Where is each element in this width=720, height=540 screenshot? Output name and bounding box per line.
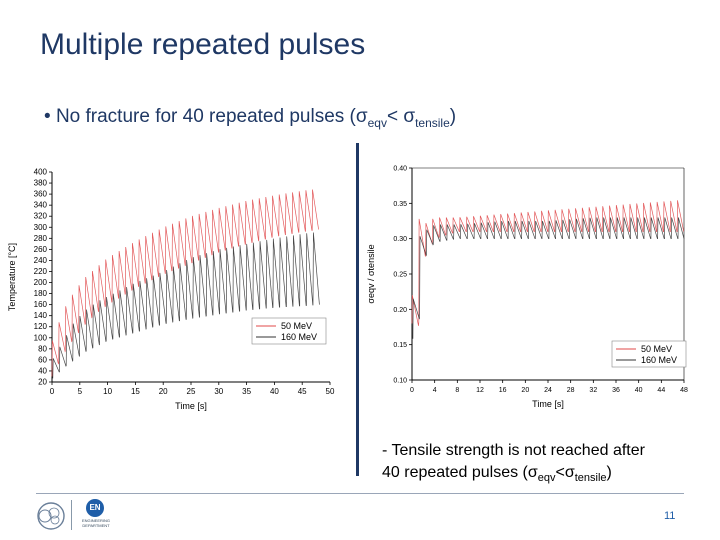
page-number: 11	[664, 510, 676, 522]
note-line-2: 40 repeated pulses (σeqv<σtensile)	[382, 464, 612, 485]
legend-box	[611, 340, 687, 368]
x-tick-label: 20	[521, 387, 529, 394]
en-department-logo: EN ENGINEERING DEPARTMENT	[79, 499, 113, 535]
y-tick-label: 120	[34, 322, 48, 331]
y-tick-label: 240	[34, 256, 48, 265]
bullet-text: No fracture for 40 repeated pulses (σ	[55, 106, 368, 127]
y-tick-label: 280	[34, 234, 48, 243]
note-mid: <σ	[555, 464, 575, 481]
x-tick-label: 24	[544, 387, 552, 394]
x-tick-label: 35	[242, 387, 251, 396]
vertical-divider	[356, 143, 359, 476]
legend-label: 50 MeV	[641, 344, 672, 354]
bullet-mid: < σ	[386, 106, 416, 127]
note-sub-eqv: eqv	[537, 472, 556, 485]
y-tick-label: 0.25	[393, 272, 407, 279]
y-tick-label: 0.35	[393, 201, 407, 208]
x-tick-label: 40	[270, 387, 279, 396]
x-tick-label: 32	[589, 387, 597, 394]
y-tick-label: 0.20	[393, 307, 407, 314]
x-tick-label: 44	[657, 387, 665, 394]
x-tick-label: 10	[103, 387, 112, 396]
bullet-marker: •	[44, 106, 51, 127]
y-tick-label: 340	[34, 201, 48, 210]
x-tick-label: 0	[410, 387, 414, 394]
x-tick-label: 16	[499, 387, 507, 394]
y-tick-label: 200	[34, 278, 48, 287]
series-line-160-mev	[412, 217, 685, 339]
slide-title: Multiple repeated pulses	[40, 28, 366, 61]
en-badge-icon: EN	[86, 499, 104, 517]
y-axis-label: Temperature [°C]	[7, 243, 17, 311]
y-tick-label: 380	[34, 179, 48, 188]
x-tick-label: 50	[326, 387, 335, 396]
y-tick-label: 160	[34, 300, 48, 309]
bullet-end: )	[449, 106, 457, 127]
series-line-160-mev	[52, 232, 320, 379]
x-tick-label: 5	[78, 387, 83, 396]
series-line-50-mev	[411, 200, 685, 326]
x-tick-label: 36	[612, 387, 620, 394]
y-axis-label: σeqv / σtensile	[366, 244, 376, 303]
bullet-sub-eqv: eqv	[367, 115, 387, 130]
x-axis-label: Time [s]	[532, 399, 564, 409]
logo-separator	[71, 500, 72, 530]
conclusion-note: - Tensile strength is not reached after …	[382, 440, 645, 489]
legend-box	[251, 317, 327, 345]
note-end: )	[606, 464, 612, 481]
x-tick-label: 48	[680, 387, 688, 394]
stress-ratio-chart: 0.100.150.200.250.300.350.400 4 8 12 16 20 24 2…	[366, 166, 688, 410]
en-logo-text: ENGINEERING DEPARTMENT	[81, 518, 110, 528]
series-line-50-mev	[51, 189, 319, 377]
x-tick-label: 8	[455, 387, 459, 394]
y-tick-label: 80	[38, 344, 47, 353]
legend-label: 50 MeV	[281, 321, 312, 331]
y-tick-label: 0.15	[393, 342, 407, 349]
x-tick-label: 25	[187, 387, 196, 396]
note-line-1: - Tensile strength is not reached after	[382, 442, 645, 459]
y-tick-label: 140	[34, 311, 48, 320]
y-tick-label: 0.30	[393, 236, 407, 243]
x-tick-label: 40	[635, 387, 643, 394]
y-tick-label: 400	[34, 168, 48, 177]
x-tick-label: 30	[214, 387, 223, 396]
y-tick-label: 40	[38, 366, 47, 375]
x-tick-label: 12	[476, 387, 484, 394]
y-tick-label: 0.10	[393, 378, 407, 385]
x-tick-label: 28	[567, 387, 575, 394]
cern-logo-icon	[37, 502, 65, 530]
y-tick-label: 180	[34, 289, 48, 298]
note-sub-tensile: tensile	[574, 472, 607, 485]
y-tick-label: 220	[34, 267, 48, 276]
bullet-sub-tensile: tensile	[415, 115, 450, 130]
temperature-chart: 2040608010012014016018020022024026028030…	[7, 168, 335, 412]
y-tick-label: 20	[38, 378, 47, 387]
footer-divider	[36, 493, 684, 494]
y-tick-label: 0.40	[393, 166, 407, 173]
y-tick-label: 320	[34, 212, 48, 221]
x-tick-label: 45	[298, 387, 307, 396]
y-tick-label: 300	[34, 223, 48, 232]
x-tick-label: 20	[159, 387, 168, 396]
bullet-point: • No fracture for 40 repeated pulses (σe…	[44, 106, 456, 130]
y-tick-label: 260	[34, 245, 48, 254]
y-tick-label: 360	[34, 190, 48, 199]
y-tick-label: 100	[34, 333, 48, 342]
x-tick-label: 0	[50, 387, 55, 396]
y-tick-label: 60	[38, 355, 47, 364]
legend-label: 160 MeV	[641, 355, 677, 365]
legend-label: 160 MeV	[281, 332, 317, 342]
x-tick-label: 4	[433, 387, 437, 394]
x-axis-label: Time [s]	[175, 401, 207, 411]
x-tick-label: 15	[131, 387, 140, 396]
